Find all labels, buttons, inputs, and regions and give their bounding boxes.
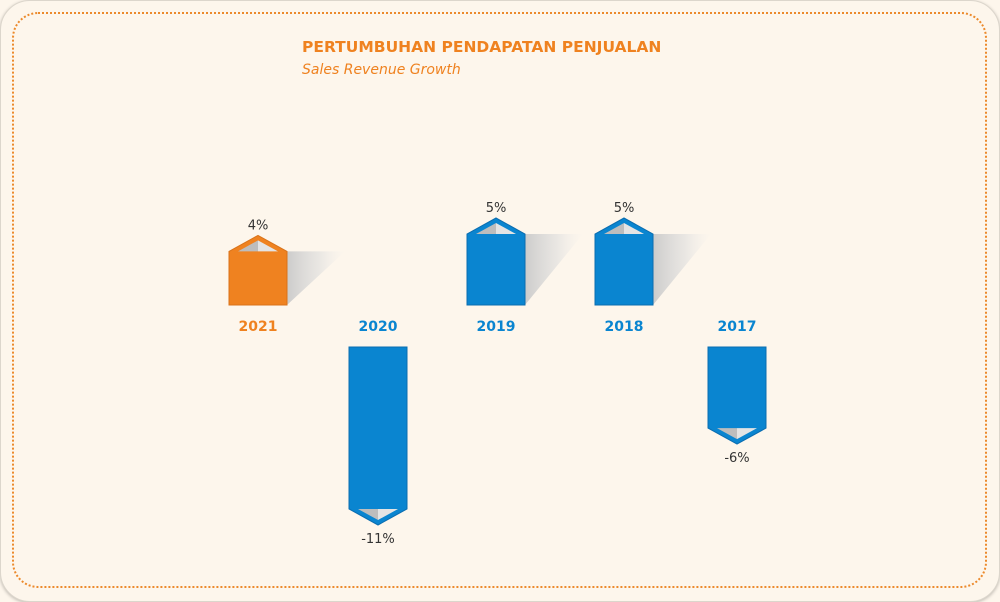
bar-tip-left-2020 bbox=[358, 509, 378, 520]
year-label-2021: 2021 bbox=[239, 319, 278, 335]
value-label-2019: 5% bbox=[486, 201, 507, 216]
bar-2017 bbox=[707, 346, 767, 445]
year-label-2017: 2017 bbox=[718, 319, 757, 335]
dotted-frame bbox=[12, 12, 987, 588]
chart-subtitle: Sales Revenue Growth bbox=[302, 62, 461, 78]
bar-2020 bbox=[348, 346, 408, 526]
bar-shadow-2021 bbox=[287, 251, 345, 305]
bar-tip-right-2017 bbox=[737, 428, 757, 440]
bar-tip-right-2018 bbox=[624, 223, 644, 234]
year-label-2018: 2018 bbox=[605, 319, 644, 335]
bar-2021 bbox=[228, 234, 288, 306]
bar-tip-left-2021 bbox=[238, 240, 258, 252]
value-label-2021: 4% bbox=[248, 218, 269, 233]
chart-title: PERTUMBUHAN PENDAPATAN PENJUALAN bbox=[302, 38, 662, 56]
bar-shadow-2019 bbox=[525, 234, 583, 305]
bar-2019 bbox=[466, 217, 526, 306]
year-label-2019: 2019 bbox=[477, 319, 516, 335]
bar-tip-left-2019 bbox=[476, 223, 496, 234]
year-label-2020: 2020 bbox=[359, 319, 398, 335]
bar-tip-left-2018 bbox=[604, 223, 624, 234]
value-label-2017: -6% bbox=[724, 451, 749, 466]
bar-tip-right-2020 bbox=[378, 509, 398, 520]
bar-tip-left-2017 bbox=[717, 428, 737, 440]
bar-tip-right-2021 bbox=[258, 240, 278, 252]
bar-2018 bbox=[594, 217, 654, 306]
bar-shadow-2018 bbox=[653, 234, 711, 305]
value-label-2020: -11% bbox=[361, 532, 395, 547]
value-label-2018: 5% bbox=[614, 201, 635, 216]
bar-tip-right-2019 bbox=[496, 223, 516, 234]
